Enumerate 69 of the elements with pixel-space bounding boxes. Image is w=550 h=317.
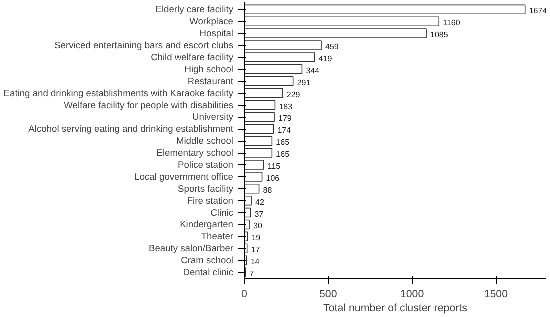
data-label: 37 — [254, 210, 264, 219]
data-label: 183 — [279, 102, 294, 112]
y-tick-label: Eating and drinking establishments with Karaoke facility — [4, 88, 234, 98]
y-tick-label: Elderly care facility — [156, 4, 234, 15]
y-tick-label: University — [192, 112, 234, 122]
data-label: 1674 — [529, 6, 548, 16]
bar — [244, 196, 252, 206]
y-tick-label: Fire station — [187, 196, 234, 206]
data-label: 30 — [254, 222, 263, 231]
bar — [244, 112, 275, 122]
x-tick-label: 1000 — [400, 288, 424, 300]
y-tick-label: Restaurant — [188, 76, 234, 86]
bar — [244, 40, 322, 50]
bar — [244, 100, 276, 110]
bar — [244, 172, 263, 182]
bar — [244, 88, 284, 98]
y-tick-label: Workplace — [190, 16, 234, 27]
y-tick-label: Local government office — [134, 172, 234, 182]
y-tick-label: Hospital — [200, 28, 234, 39]
bar — [244, 52, 316, 62]
data-label: 17 — [251, 246, 261, 255]
x-axis-title: Total number of cluster reports — [324, 302, 468, 314]
y-tick-label: Beauty salon/Barber — [148, 244, 234, 254]
data-label: 106 — [266, 174, 280, 183]
bar — [244, 148, 273, 158]
data-label: 88 — [263, 186, 273, 195]
x-tick-label: 0 — [242, 288, 248, 300]
bar — [244, 124, 274, 134]
y-tick-label: Welfare facility for people with disabilities — [64, 100, 234, 110]
y-tick-label: Sports facility — [178, 184, 234, 194]
data-label: 344 — [306, 66, 320, 76]
data-label: 1160 — [443, 18, 461, 28]
bar — [244, 136, 273, 146]
data-label: 19 — [252, 234, 262, 243]
bar — [244, 160, 264, 170]
data-label: 179 — [278, 114, 292, 124]
y-tick-label: Cram school — [181, 256, 234, 266]
y-tick-label: High school — [184, 64, 234, 74]
data-label: 174 — [278, 126, 292, 136]
data-label: 42 — [256, 198, 265, 207]
y-tick-label: Theater — [201, 232, 234, 242]
data-label: 229 — [286, 90, 301, 100]
bar — [244, 28, 427, 38]
bar — [244, 244, 248, 254]
y-tick-label: Police station — [178, 160, 234, 170]
data-label: 165 — [276, 138, 290, 148]
data-label: 7 — [250, 270, 255, 279]
y-tick-label: Child welfare facility — [151, 52, 234, 62]
y-tick-label: Middle school — [176, 136, 234, 146]
bar — [244, 76, 294, 86]
data-label: 291 — [297, 78, 312, 88]
bar — [244, 4, 526, 15]
bar — [244, 184, 260, 194]
y-tick-label: Elementary school — [156, 148, 234, 158]
data-label: 459 — [326, 42, 340, 52]
y-tick-label: Alcohol serving eating and drinking establishment — [28, 124, 234, 134]
data-label: 14 — [250, 258, 260, 267]
x-tick-label: 500 — [320, 288, 338, 300]
data-label: 115 — [268, 162, 282, 171]
y-tick-label: Clinic — [210, 208, 234, 218]
data-label: 1085 — [430, 30, 449, 40]
y-tick-label: Kindergarten — [180, 220, 234, 230]
data-label: 165 — [276, 150, 290, 160]
y-tick-label: Serviced entertaining bars and escort clubs — [54, 40, 234, 51]
bar — [244, 16, 440, 26]
y-tick-label: Dental clinic — [183, 268, 234, 278]
x-tick-label: 1500 — [484, 288, 508, 300]
bar — [244, 64, 303, 74]
data-label: 419 — [318, 54, 333, 64]
